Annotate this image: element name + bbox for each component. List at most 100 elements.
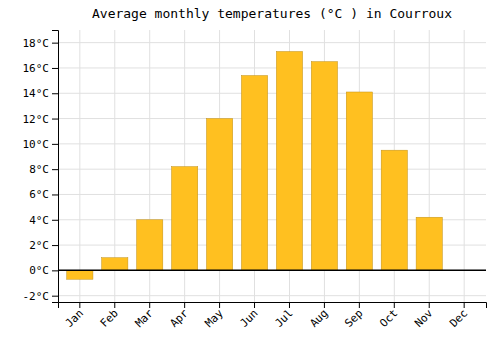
bar — [346, 92, 372, 270]
y-tick-label: 4°C — [29, 214, 49, 227]
y-tick-mark — [52, 169, 58, 170]
y-tick-mark — [52, 93, 58, 94]
y-tick-mark — [52, 245, 58, 246]
y-tick-label: 16°C — [23, 62, 50, 75]
bar — [102, 258, 128, 271]
x-tick-label: Aug — [307, 307, 330, 330]
x-axis-line — [59, 303, 487, 309]
bar — [67, 270, 93, 279]
bar — [276, 52, 302, 271]
y-tick-label: 2°C — [29, 239, 49, 252]
x-tick-label: Oct — [377, 307, 400, 330]
bars — [67, 52, 443, 280]
y-tick-label: 12°C — [23, 113, 50, 126]
x-tick: Jun — [237, 302, 260, 330]
y-tick-label: 14°C — [23, 87, 50, 100]
y-tick: 8°C — [29, 163, 58, 176]
y-tick-label: 18°C — [23, 37, 50, 50]
x-tick-mark — [394, 302, 395, 308]
x-tick-mark — [149, 302, 150, 308]
x-tick-mark — [184, 302, 185, 308]
y-grid-line — [58, 42, 486, 43]
y-tick-label: 0°C — [29, 264, 49, 277]
x-tick-label: Nov — [412, 306, 436, 330]
x-tick-mark — [464, 302, 465, 308]
x-axis: Jan Feb Mar Apr May Jun Jul Aug Sep Oct Nov Dec — [59, 302, 487, 330]
bar — [137, 220, 163, 271]
x-tick-mark — [114, 302, 115, 308]
y-tick-mark — [52, 220, 58, 221]
bar — [172, 167, 198, 271]
x-tick-mark — [324, 302, 325, 308]
y-tick: 18°C — [23, 37, 59, 50]
y-tick-label: 6°C — [29, 188, 49, 201]
y-tick-mark — [52, 296, 58, 297]
title: Average monthly temperatures (°C ) in Co… — [92, 6, 452, 21]
zero-line — [58, 270, 486, 272]
bar — [241, 76, 267, 271]
bar — [381, 150, 407, 270]
y-tick: 10°C — [23, 138, 59, 151]
y-tick-mark — [52, 194, 58, 195]
y-tick-label: 8°C — [29, 163, 49, 176]
bar — [311, 62, 337, 271]
chart-svg: -2°C 0°C 2°C 4°C 6°C 8°C 10°C 12°C 14°C 16°C 18°C J… — [0, 0, 500, 350]
y-tick: 14°C — [23, 87, 59, 100]
y-tick-mark — [52, 144, 58, 145]
x-tick: Sep — [342, 302, 365, 330]
y-grid-line — [58, 118, 486, 119]
x-tick: Feb — [98, 302, 121, 330]
x-tick-mark — [254, 302, 255, 308]
y-tick: 12°C — [23, 113, 59, 126]
y-tick-mark — [52, 270, 58, 271]
x-grid-line — [79, 30, 80, 302]
y-tick: 4°C — [29, 214, 58, 227]
y-grid-line — [58, 93, 486, 94]
grid — [58, 30, 486, 302]
y-grid-line — [58, 169, 486, 170]
y-grid-line — [58, 270, 486, 271]
y-grid-line — [58, 143, 486, 144]
x-tick-label: May — [202, 306, 226, 330]
bar — [416, 217, 442, 270]
y-tick-mark — [52, 119, 58, 120]
y-tick-mark — [52, 68, 58, 69]
chart-container: -2°C 0°C 2°C 4°C 6°C 8°C 10°C 12°C 14°C 16°C 18°C J… — [0, 0, 500, 350]
y-grid-line — [58, 295, 486, 296]
x-tick-mark — [359, 302, 360, 308]
y-axis-line — [52, 31, 59, 303]
x-tick: Mar — [133, 302, 157, 330]
y-grid-line — [58, 194, 486, 195]
x-tick: Dec — [447, 302, 470, 330]
x-tick-label: Mar — [133, 306, 157, 330]
y-tick-mark — [52, 43, 58, 44]
x-tick-label: Jul — [272, 307, 295, 330]
y-tick: 6°C — [29, 188, 58, 201]
x-tick-mark — [429, 302, 430, 308]
x-tick: Jan — [63, 302, 86, 330]
y-tick-label: 10°C — [23, 138, 50, 151]
x-tick-mark — [289, 302, 290, 308]
x-tick-mark — [79, 302, 80, 308]
x-tick-label: Apr — [168, 306, 192, 330]
y-tick: 0°C — [29, 264, 58, 277]
x-tick: Jul — [272, 302, 295, 330]
y-axis: -2°C 0°C 2°C 4°C 6°C 8°C 10°C 12°C 14°C 16°C 18°C — [23, 31, 59, 303]
y-grid-line — [58, 67, 486, 68]
x-tick-label: Feb — [98, 307, 121, 330]
x-tick-label: Jan — [63, 307, 86, 330]
x-tick: Nov — [412, 302, 436, 330]
x-tick: May — [202, 302, 226, 330]
x-tick-label: Dec — [447, 307, 470, 330]
y-tick: -2°C — [23, 290, 59, 303]
x-tick-label: Sep — [342, 307, 365, 330]
y-tick: 2°C — [29, 239, 58, 252]
x-tick: Apr — [168, 302, 192, 330]
y-tick: 16°C — [23, 62, 59, 75]
bar — [206, 119, 232, 271]
x-tick: Oct — [377, 302, 400, 330]
x-tick-mark — [219, 302, 220, 308]
x-grid-line — [464, 30, 465, 302]
y-tick-label: -2°C — [23, 290, 50, 303]
x-tick: Aug — [307, 302, 330, 330]
